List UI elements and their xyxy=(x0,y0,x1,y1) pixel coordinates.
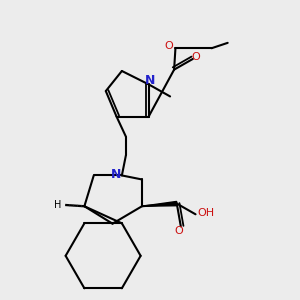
Text: N: N xyxy=(145,74,155,87)
Text: H: H xyxy=(54,200,61,210)
Text: OH: OH xyxy=(198,208,215,218)
Text: N: N xyxy=(111,168,122,181)
Text: O: O xyxy=(174,226,183,236)
Text: O: O xyxy=(164,40,173,50)
Text: O: O xyxy=(191,52,200,62)
Polygon shape xyxy=(142,201,177,206)
